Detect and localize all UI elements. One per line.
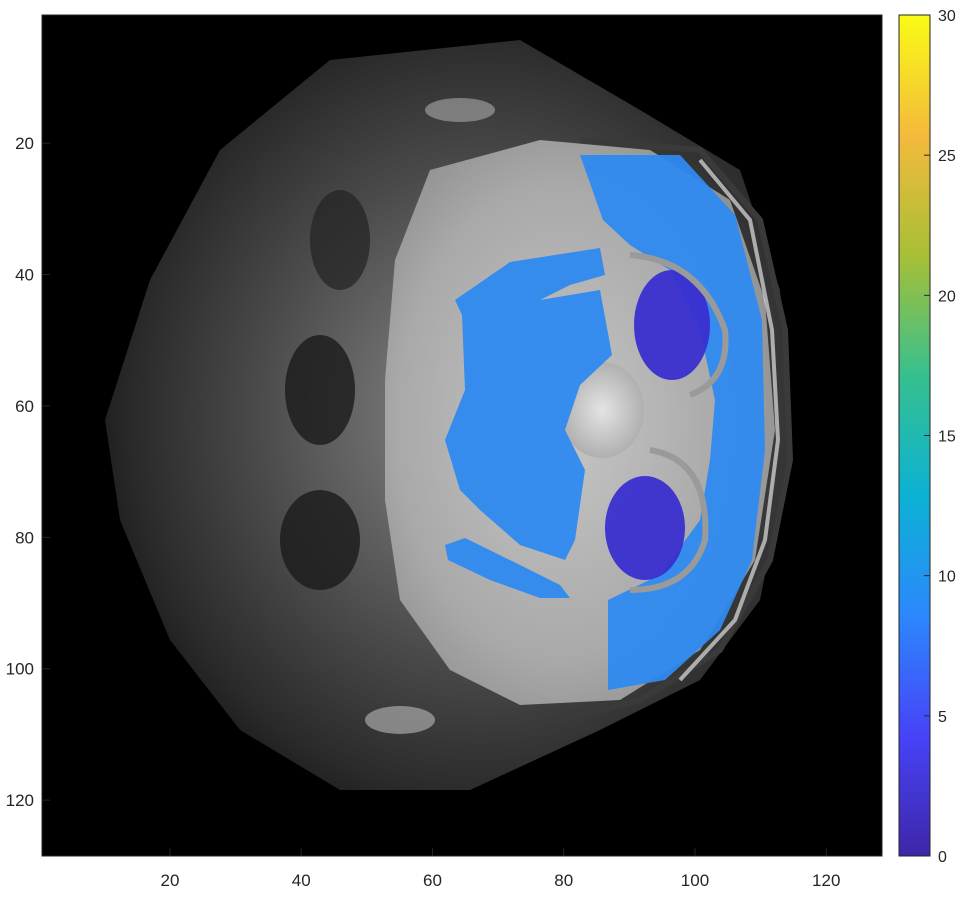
x-tick-label: 60 (423, 871, 442, 890)
y-tick-label: 60 (15, 397, 34, 416)
y-tick-label: 120 (6, 791, 34, 810)
overlay-lower-cavity (605, 476, 685, 580)
y-tick-label: 80 (15, 528, 34, 547)
y-tick-label: 40 (15, 266, 34, 285)
overlay-left-lobe (445, 248, 612, 560)
colorbar-tick-label: 0 (938, 849, 947, 866)
y-tick-label: 20 (15, 134, 34, 153)
skull-rim-bright (678, 158, 781, 682)
ventricle-outline (629, 252, 729, 398)
colorbar-tick-label: 5 (938, 709, 947, 726)
plot-frame (41, 14, 883, 857)
overlay-upper-cavity (634, 270, 710, 380)
y-tick-label: 100 (6, 660, 34, 679)
x-axis: 20 40 60 80 100 120 (161, 848, 840, 890)
colorbar-tick-label: 25 (938, 148, 956, 165)
colorbar-tick-label: 10 (938, 569, 956, 586)
colorbar-tick-label: 30 (938, 8, 956, 25)
overlay-left-bottom (445, 538, 570, 598)
x-tick-label: 20 (161, 871, 180, 890)
dark-structure (285, 335, 355, 445)
colorbar-ticks: 0 5 10 15 20 25 30 (924, 8, 956, 866)
x-tick-label: 40 (292, 871, 311, 890)
x-tick-label: 120 (812, 871, 840, 890)
bright-center (560, 362, 644, 458)
bright-spot (365, 706, 435, 734)
x-tick-label: 100 (681, 871, 709, 890)
y-axis: 20 40 60 80 100 120 (6, 134, 50, 810)
dark-structure (280, 490, 360, 590)
ventricle-outline (629, 447, 709, 593)
colorbar-tick-label: 20 (938, 288, 956, 305)
overlay-outer-ring (580, 155, 765, 690)
colorbar: 0 5 10 15 20 25 30 (898, 8, 956, 866)
bright-spot (425, 98, 495, 122)
mri-image (42, 15, 882, 856)
colorbar-tick-label: 15 (938, 429, 956, 446)
x-tick-label: 80 (554, 871, 573, 890)
skull-rim (559, 137, 794, 723)
dark-structure (310, 190, 370, 290)
